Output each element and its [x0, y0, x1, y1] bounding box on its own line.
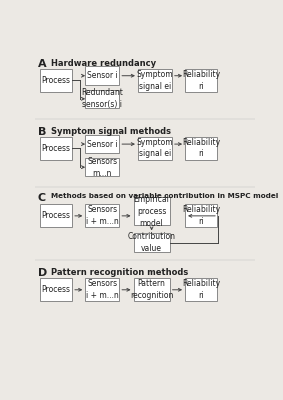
Bar	[185, 204, 217, 228]
Bar	[138, 69, 172, 92]
Text: Process: Process	[42, 76, 71, 85]
Text: D: D	[38, 268, 47, 278]
Bar	[134, 197, 170, 225]
Text: Pattern
recognition: Pattern recognition	[130, 279, 173, 300]
Text: Sensors
m...n: Sensors m...n	[87, 157, 117, 178]
Bar	[40, 204, 72, 228]
Text: Sensors
i + m...n: Sensors i + m...n	[86, 279, 119, 300]
Bar	[85, 158, 119, 176]
Bar	[85, 90, 119, 108]
Text: Reliability
ri: Reliability ri	[182, 206, 220, 226]
Text: B: B	[38, 126, 46, 136]
Bar	[134, 234, 170, 252]
Text: Empirical
process
model: Empirical process model	[134, 195, 170, 228]
Text: Symptom signal methods: Symptom signal methods	[51, 126, 171, 136]
Text: Reliability
ri: Reliability ri	[182, 138, 220, 158]
Text: Process: Process	[42, 285, 71, 294]
Text: Hardware redundancy: Hardware redundancy	[51, 59, 156, 68]
Text: Process: Process	[42, 144, 71, 152]
Text: Process: Process	[42, 211, 71, 220]
Text: Contribution
value: Contribution value	[128, 232, 176, 253]
Text: Sensors
i + m...n: Sensors i + m...n	[86, 206, 119, 226]
Text: Symptom
signal ei: Symptom signal ei	[137, 138, 173, 158]
Bar	[185, 69, 217, 92]
Text: Sensor i: Sensor i	[87, 140, 118, 148]
Text: C: C	[38, 193, 46, 203]
Bar	[40, 69, 72, 92]
Bar	[40, 136, 72, 160]
Bar	[40, 278, 72, 301]
Text: Symptom
signal ei: Symptom signal ei	[137, 70, 173, 91]
Bar	[85, 66, 119, 85]
Bar	[134, 278, 170, 301]
Text: Pattern recognition methods: Pattern recognition methods	[51, 268, 188, 277]
Bar	[185, 278, 217, 301]
Text: Redundant
sensor(s) i: Redundant sensor(s) i	[81, 88, 123, 109]
Text: Sensor i: Sensor i	[87, 71, 118, 80]
Bar	[85, 135, 119, 153]
Bar	[138, 136, 172, 160]
Text: A: A	[38, 59, 46, 69]
Bar	[85, 204, 119, 228]
Text: Methods based on variable contribution in MSPC model: Methods based on variable contribution i…	[51, 193, 278, 199]
Text: Reliability
ri: Reliability ri	[182, 279, 220, 300]
Bar	[85, 278, 119, 301]
Text: Reliability
ri: Reliability ri	[182, 70, 220, 91]
Bar	[185, 136, 217, 160]
